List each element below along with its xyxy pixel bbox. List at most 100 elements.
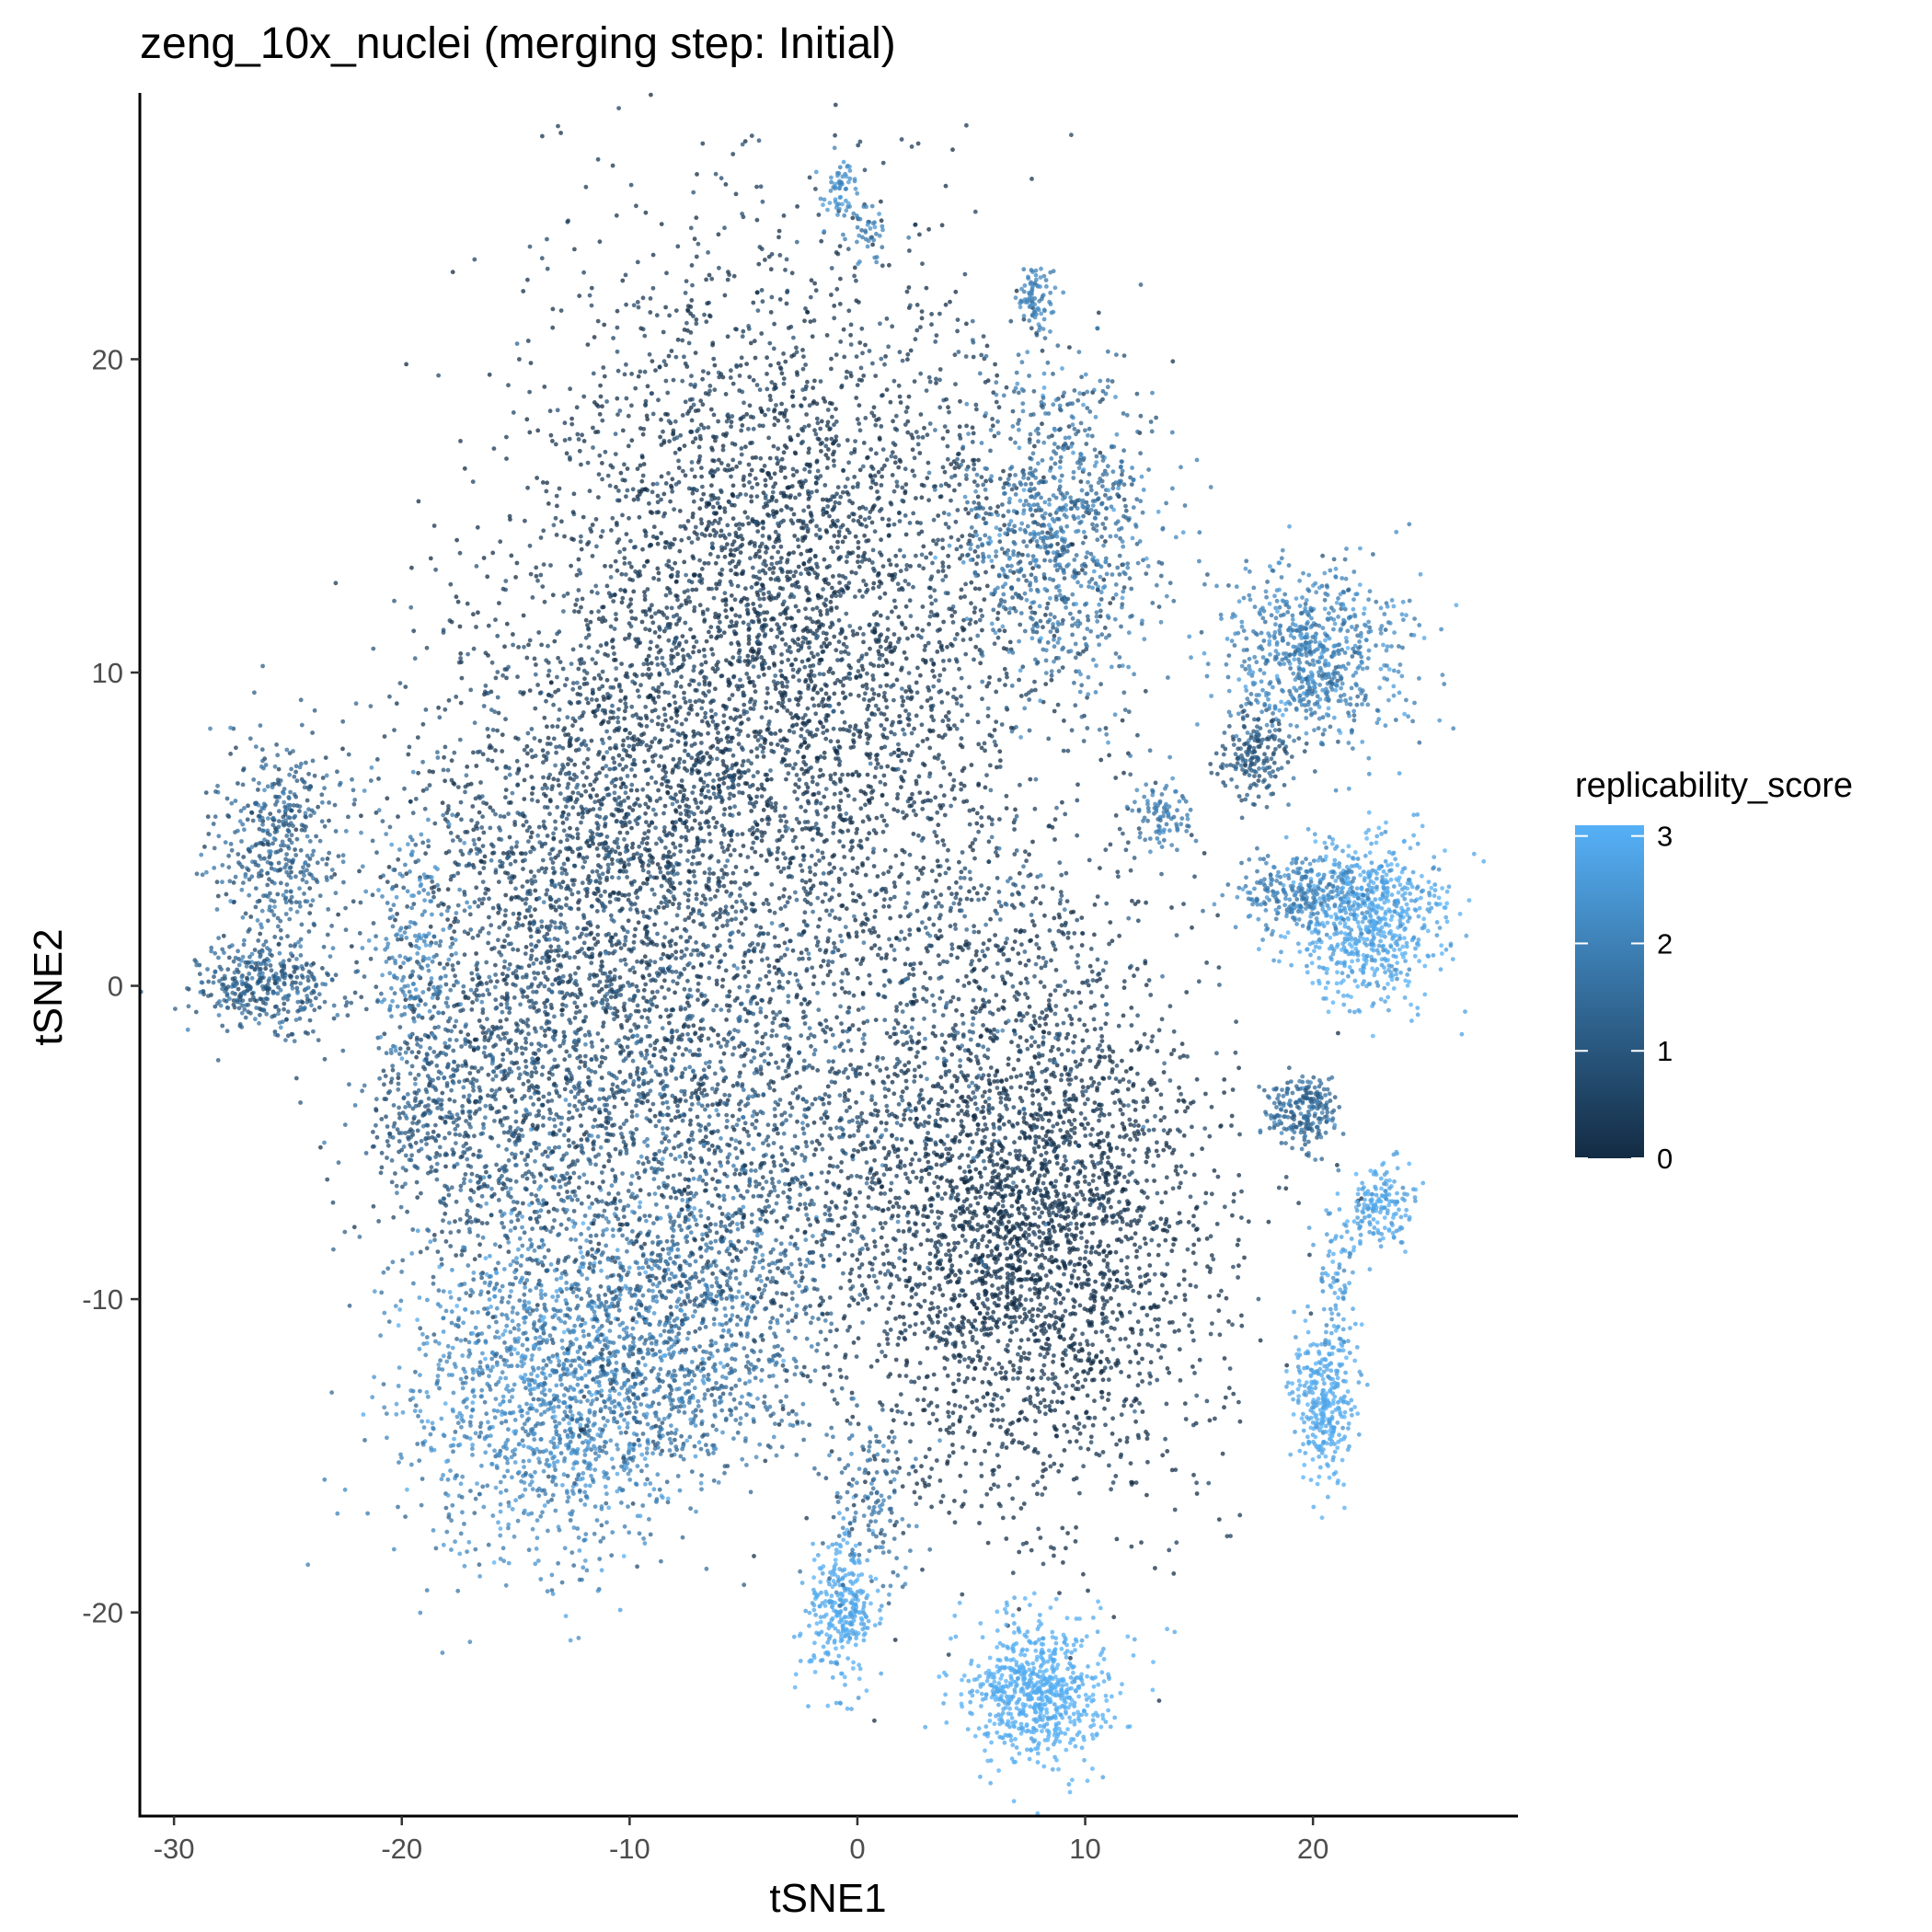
scatter-point [495,670,500,674]
scatter-point [788,860,793,866]
scatter-point [669,349,674,353]
scatter-point [801,720,806,726]
scatter-point [713,560,719,566]
scatter-point [656,715,661,720]
scatter-point [898,459,903,465]
scatter-point [725,542,730,546]
scatter-point [811,974,817,979]
scatter-point [772,661,776,666]
scatter-point [746,717,751,722]
scatter-point [592,779,597,784]
scatter-point [738,714,742,719]
scatter-point [796,716,801,720]
scatter-point [547,408,553,414]
scatter-point [730,483,736,489]
scatter-point [559,519,564,524]
scatter-point [574,597,580,603]
scatter-point [982,741,987,746]
scatter-point [831,574,835,579]
scatter-point [527,638,533,643]
scatter-point [871,405,877,410]
scatter-point [900,587,905,592]
scatter-point [799,766,804,772]
scatter-point [730,655,736,661]
scatter-point [755,738,761,742]
scatter-point [698,422,704,428]
scatter-point [1003,683,1007,687]
scatter-point [624,302,628,307]
scatter-point [803,478,808,484]
scatter-point [622,462,627,467]
scatter-point [857,693,861,698]
scatter-point [489,979,493,983]
scatter-point [920,807,926,811]
scatter-point [903,409,909,414]
scatter-point [749,749,754,754]
scatter-point [834,286,840,292]
scatter-point [916,563,922,569]
scatter-point [551,831,556,836]
scatter-point [779,673,785,678]
scatter-point [825,408,831,412]
scatter-point [1010,408,1016,414]
scatter-point [598,801,604,807]
scatter-point [734,899,739,904]
scatter-point [717,374,722,380]
scatter-point [914,812,918,818]
scatter-point [881,903,886,909]
scatter-point [878,595,882,601]
scatter-point [924,555,929,560]
scatter-point [965,712,970,718]
scatter-point [711,815,716,821]
scatter-point [484,960,489,965]
scatter-point [889,684,893,689]
scatter-point [704,638,709,644]
scatter-point [631,497,637,502]
scatter-point [655,931,660,937]
scatter-point [587,489,592,494]
scatter-point [901,698,906,704]
scatter-point [1102,626,1108,630]
scatter-point [729,917,734,923]
scatter-point [611,777,616,783]
scatter-point [765,685,770,691]
scatter-point [474,987,479,993]
scatter-point [763,738,768,742]
scatter-point [681,1024,686,1029]
scatter-point [636,920,641,926]
scatter-point [719,868,724,873]
scatter-point [878,321,882,327]
scatter-point [626,413,631,419]
scatter-point [773,686,778,692]
scatter-point [716,730,720,735]
scatter-point [593,942,598,948]
scatter-point [595,156,601,162]
scatter-point [708,634,714,639]
scatter-point [808,628,813,634]
scatter-point [820,899,825,904]
scatter-point [707,689,711,694]
scatter-point [769,555,775,560]
scatter-point [650,990,655,995]
scatter-point [750,565,755,570]
scatter-point [844,559,849,565]
scatter-point [972,657,976,662]
scatter-point [863,922,868,926]
scatter-point [765,902,771,906]
scatter-point [840,709,845,715]
scatter-point [648,853,652,858]
scatter-point [690,282,695,288]
scatter-point [922,648,927,652]
scatter-point [733,865,739,869]
scatter-point [718,516,723,522]
scatter-point [984,583,990,589]
scatter-point [631,589,637,594]
scatter-point [698,671,703,675]
scatter-point [749,761,753,766]
scatter-point [634,638,639,644]
scatter-point [753,544,757,548]
scatter-point [603,651,607,657]
scatter-point [750,1240,755,1246]
scatter-point [696,751,702,756]
scatter-point [586,540,592,545]
